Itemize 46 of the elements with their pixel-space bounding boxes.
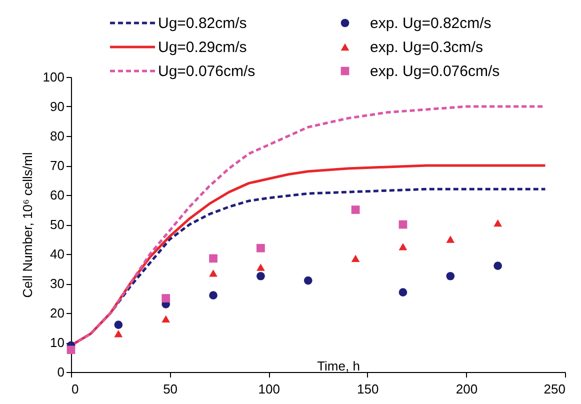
- legend-label: Ug=0.82cm/s: [158, 15, 247, 32]
- y-tick-label: 60: [50, 188, 64, 202]
- legend-label: Ug=0.29cm/s: [158, 39, 247, 56]
- y-axis-title: Cell Number, 10⁶ cells/ml: [20, 152, 35, 298]
- point: [209, 254, 218, 263]
- y-tick-label: 40: [50, 246, 64, 262]
- legend-label: exp. Ug=0.82cm/s: [370, 15, 492, 32]
- point: [256, 272, 265, 280]
- point: [351, 254, 360, 262]
- y-tick-label: 0: [57, 364, 64, 380]
- x-tick-label: 250: [544, 382, 566, 396]
- point: [256, 244, 265, 252]
- point: [66, 346, 76, 354]
- x-tick-label: 200: [456, 382, 478, 396]
- y-tick-label: 20: [50, 306, 64, 320]
- y-tick-label: 50: [50, 217, 64, 232]
- x-tick-label: 0: [72, 382, 79, 396]
- point: [446, 272, 455, 280]
- point: [162, 315, 170, 323]
- point: [304, 276, 312, 285]
- x-tick-label: 100: [258, 382, 280, 396]
- point: [446, 236, 455, 243]
- point: [114, 320, 123, 329]
- point: [398, 243, 408, 250]
- x-tick-label: 50: [163, 382, 178, 396]
- point: [256, 264, 265, 271]
- point: [209, 291, 218, 300]
- y-tick-label: 100: [42, 70, 64, 84]
- point: [494, 219, 502, 227]
- x-axis-title: Time, h: [317, 358, 360, 374]
- point: [162, 294, 170, 302]
- legend-label: exp. Ug=0.3cm/s: [370, 39, 483, 56]
- point: [398, 288, 408, 297]
- y-tick-label: 70: [50, 158, 64, 173]
- point: [494, 262, 502, 270]
- point: [351, 206, 360, 214]
- y-tick-label: 30: [50, 276, 64, 291]
- legend-label: exp. Ug=0.076cm/s: [370, 63, 500, 80]
- point: [114, 330, 123, 338]
- point: [398, 220, 408, 229]
- point: [209, 270, 218, 277]
- y-tick-label: 10: [50, 335, 64, 350]
- legend-label: Ug=0.076cm/s: [158, 63, 256, 80]
- y-tick-label: 80: [50, 128, 64, 144]
- x-tick-label: 150: [357, 382, 379, 396]
- y-tick-label: 90: [50, 99, 64, 114]
